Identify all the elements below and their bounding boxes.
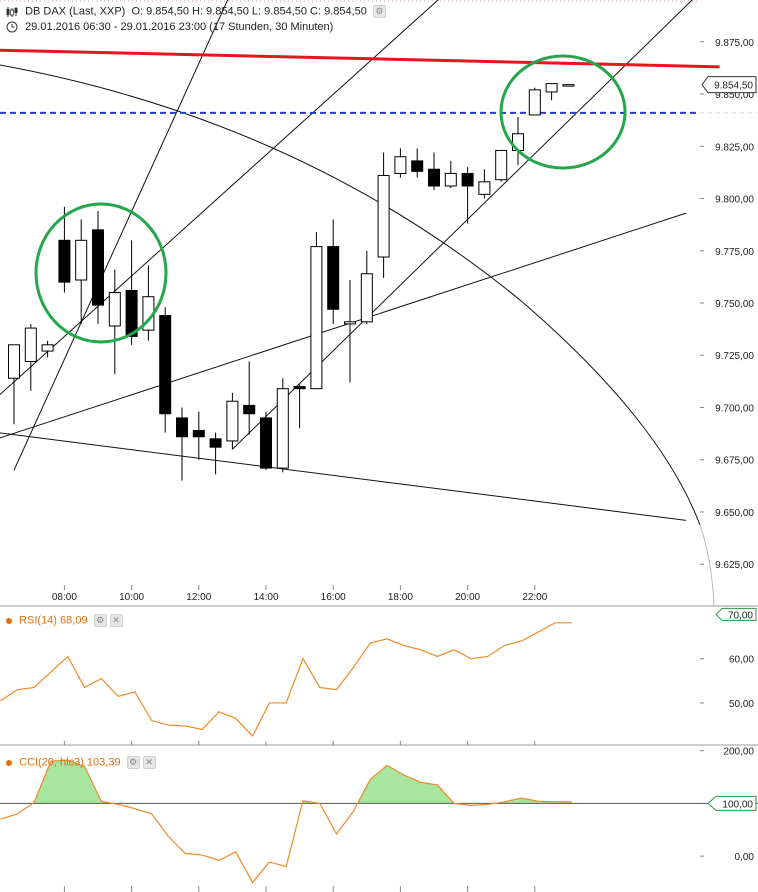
candle[interactable] [327,246,340,310]
candle[interactable] [243,404,256,415]
candle[interactable] [461,172,474,187]
ohlc-values: O: 9.854,50 H: 9.854,50 L: 9.854,50 C: 9… [131,5,367,18]
candle[interactable] [176,417,188,438]
highlight-circle [34,202,168,344]
price-tag-label: 9.854,50 [714,81,753,92]
cci-label: CCI(20, hlc3) 103,39 ⚙ ✕ [6,756,156,769]
x-tick-label: 16:00 [321,592,346,603]
cci-line[interactable] [0,759,572,884]
cci-color-dot [6,759,12,766]
cci-100-label: 100,00 [722,799,753,810]
candle[interactable] [310,246,323,390]
highlight-circle [499,54,627,170]
x-tick-label: 12:00 [186,592,211,603]
x-tick-label: 08:00 [52,592,77,603]
y-tick-label: 9.800,00 [715,195,754,206]
x-tick-label: 14:00 [253,592,278,603]
x-tick-label: 18:00 [388,592,413,603]
candle[interactable] [41,344,54,352]
candle[interactable] [528,89,541,116]
candle[interactable] [24,327,37,363]
rsi-close-button[interactable]: ✕ [109,614,123,627]
x-tick-label: 20:00 [455,592,480,603]
y-tick-label: 9.625,00 [715,560,754,571]
time-range: 29.01.2016 06:30 - 29.01.2016 23:00 (17 … [25,21,334,34]
rsi-tick-label: 60,00 [729,655,754,666]
candle[interactable] [159,315,172,415]
cci-close-button[interactable]: ✕ [142,756,156,769]
cci-value: 103,39 [86,756,121,769]
candle[interactable] [209,438,222,448]
trend-line [0,212,687,439]
candlestick-icon [6,6,18,17]
candle[interactable] [260,417,272,469]
trend-line [232,0,693,450]
cci-100-tag [707,795,757,811]
candle[interactable] [444,172,457,187]
candle[interactable] [75,239,88,281]
candle[interactable] [394,156,407,174]
y-tick-label: 9.675,00 [715,456,754,467]
rsi-color-dot [6,617,12,624]
candle[interactable] [58,239,71,283]
y-tick-label: 9.775,00 [715,247,754,258]
candle[interactable] [108,292,121,327]
instrument-name: DB DAX (Last, XXP) [25,5,126,18]
chart-range: 29.01.2016 06:30 - 29.01.2016 23:00 (17 … [6,21,333,33]
candle[interactable] [125,289,138,337]
rsi-value: 68,09 [60,614,88,627]
candle[interactable] [8,344,20,379]
candle[interactable] [226,400,239,442]
candle[interactable] [377,175,390,258]
y-tick-label: 9.650,00 [715,508,754,519]
rsi-settings-button[interactable]: ⚙ [93,614,107,627]
candle[interactable] [293,386,306,390]
settings-button[interactable]: ⚙ [372,5,386,18]
y-tick-label: 9.875,00 [715,38,754,49]
candle[interactable] [495,149,508,181]
rsi-label: RSI(14) 68,09 ⚙ ✕ [6,614,123,627]
resistance-line[interactable] [0,48,720,69]
candle[interactable] [545,83,558,93]
cci-tick-label: 200,00 [723,747,754,758]
price-panel: 9.625,00 9.650,00 9.675,00 9.700,00 9.725,00… [0,0,758,607]
x-tick-label: 22:00 [522,592,547,603]
candle[interactable] [428,168,440,187]
rsi-tick-label: 50,00 [729,699,754,710]
cci-panel: 0,00 200,00 100,00 [0,741,758,892]
cci-name: CCI(20, hlc3) [19,756,84,769]
y-tick-label: 9.750,00 [715,299,754,310]
price-tag [701,76,757,94]
trend-line [0,432,687,521]
rsi-70-label: 70,00 [728,610,753,621]
rsi-panel: 50,00 60,00 70,00 [0,607,758,746]
rsi-name: RSI(14) [19,614,57,627]
candle[interactable] [411,160,424,172]
candle[interactable] [360,273,373,323]
candle[interactable] [562,84,575,87]
rsi-70-tag [715,607,757,621]
clock-icon [6,21,18,33]
candle[interactable] [192,429,205,438]
candle[interactable] [344,321,356,325]
chart-header: DB DAX (Last, XXP) O: 9.854,50 H: 9.854,… [6,5,386,18]
arc-line-ext [699,524,715,607]
arc-line [0,64,701,526]
candle[interactable] [276,388,289,469]
cci-fill [32,760,572,804]
y-tick-label: 9.700,00 [715,403,754,414]
y-tick-label: 9.825,00 [715,142,754,153]
candle[interactable] [92,229,104,306]
trend-line [0,0,439,396]
candle[interactable] [478,181,491,195]
trend-line [13,0,229,471]
rsi-line[interactable] [0,622,572,738]
y-tick-label: 9.725,00 [715,351,754,362]
cci-settings-button[interactable]: ⚙ [126,756,140,769]
x-tick-label: 10:00 [119,592,144,603]
cci-tick-label: 0,00 [735,852,755,863]
y-tick-label: 9.850,00 [715,90,754,101]
